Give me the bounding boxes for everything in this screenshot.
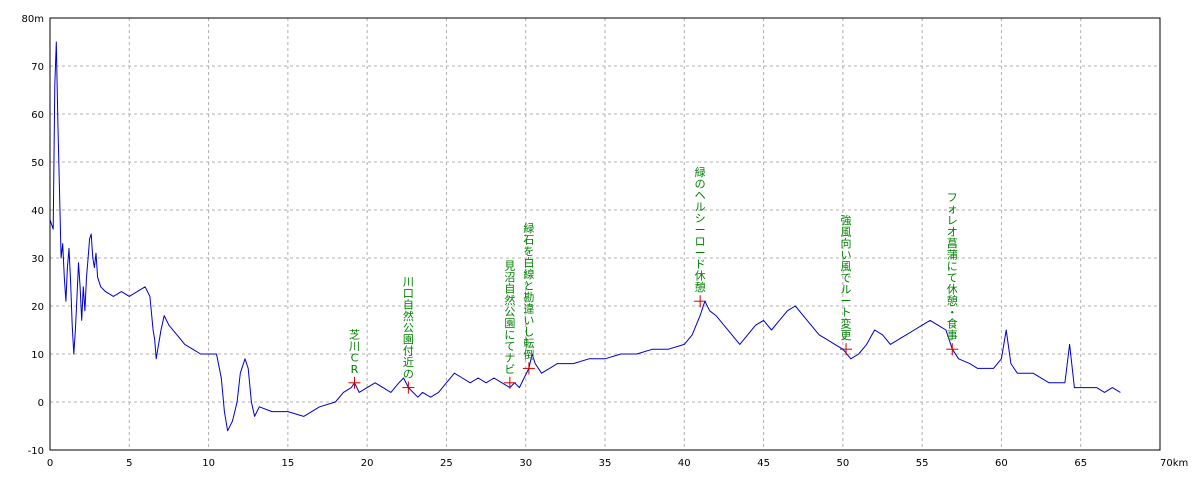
- y-axis-unit-label: 80m: [22, 14, 44, 25]
- x-tick-label: 10: [202, 458, 215, 469]
- y-tick-label: 60: [31, 110, 44, 121]
- y-tick-label: 30: [31, 254, 44, 265]
- plot-frame: [49, 17, 1161, 451]
- annotation-label: フォレオ菖蒲にて休憩・食事: [947, 191, 958, 342]
- x-tick-label: 25: [440, 458, 453, 469]
- annotation-label: 強風向い風でルート変更: [841, 214, 852, 342]
- y-tick-label: 20: [31, 302, 44, 313]
- x-tick-label: 15: [281, 458, 294, 469]
- x-tick-label: 35: [599, 458, 612, 469]
- axes: 0 5 10 15 20 25 30 35 40 45 50 55 60 65 70km-100102030…: [22, 14, 1189, 469]
- x-tick-label: 65: [1074, 458, 1087, 469]
- y-tick-label: 40: [31, 206, 44, 217]
- x-tick-label: 40: [678, 458, 691, 469]
- annotation-label: 川口自然公園付近の: [403, 276, 414, 381]
- x-tick-label: 60: [995, 458, 1008, 469]
- grid: [50, 18, 1160, 450]
- y-tick-label: 50: [31, 158, 44, 169]
- x-tick-label: 0: [47, 458, 53, 469]
- y-tick-label: -10: [28, 446, 44, 457]
- annotation-label: 見沼自然公園にてナビ: [504, 259, 515, 376]
- x-tick-label: 55: [916, 458, 929, 469]
- annotation-label: 緑のヘルシーロード休憩: [695, 165, 706, 294]
- y-tick-label: 70: [31, 62, 44, 73]
- x-axis-unit-label: 70km: [1160, 458, 1188, 469]
- x-tick-label: 30: [519, 458, 532, 469]
- x-tick-label: 5: [126, 458, 132, 469]
- x-tick-label: 50: [836, 458, 849, 469]
- series-layer: [49, 41, 1121, 432]
- annotation-label: 緑石を白線と勘違いし転倒: [523, 221, 534, 362]
- elevation-line: [49, 41, 1121, 432]
- x-tick-label: 20: [361, 458, 374, 469]
- y-tick-label: 10: [31, 350, 44, 361]
- annotation-label: 芝川 C R: [349, 328, 360, 376]
- x-tick-label: 45: [757, 458, 770, 469]
- y-tick-label: 0: [38, 398, 44, 409]
